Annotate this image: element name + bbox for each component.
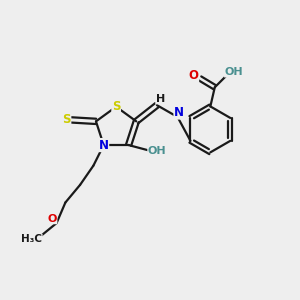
Text: O: O <box>189 69 199 82</box>
Text: N: N <box>174 106 184 119</box>
Text: H₃C: H₃C <box>21 234 42 244</box>
Text: S: S <box>112 100 120 113</box>
Text: O: O <box>47 214 57 224</box>
Text: N: N <box>99 139 109 152</box>
Text: H: H <box>156 94 165 104</box>
Text: OH: OH <box>225 67 243 77</box>
Text: S: S <box>62 113 71 126</box>
Text: OH: OH <box>148 146 167 156</box>
